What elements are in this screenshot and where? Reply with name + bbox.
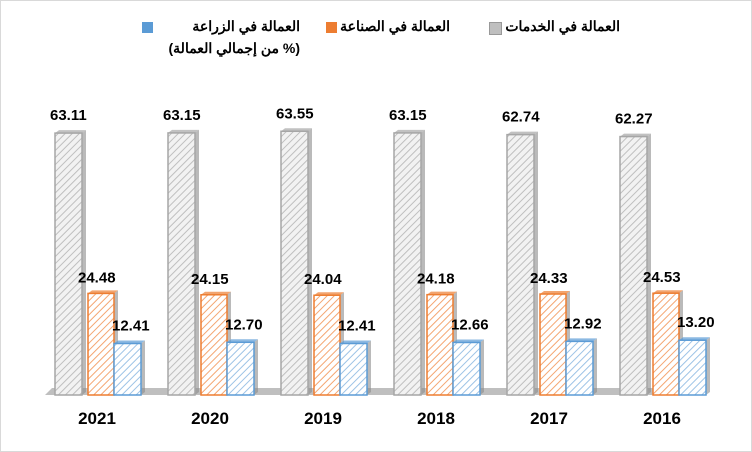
- data-label-industry-2021: 24.48: [78, 269, 116, 286]
- x-tick-label-2017: 2017: [530, 409, 568, 428]
- bar-top-agriculture-2019: [340, 340, 371, 344]
- bar-services-2019: [280, 130, 309, 396]
- legend-agriculture: العمالة في الزراعة: [192, 18, 300, 35]
- bar-side-agriculture-2017: [593, 338, 597, 395]
- bar-side-services-2017: [534, 131, 538, 395]
- bar-side-services-2018: [421, 129, 425, 396]
- data-label-services-2021: 63.11: [50, 107, 87, 124]
- legend-agriculture-swatch: [142, 22, 153, 33]
- legend-services-swatch: [489, 22, 502, 35]
- bar-side-services-2019: [308, 128, 312, 395]
- x-tick-label-2019: 2019: [304, 409, 342, 428]
- data-label-agriculture-2020: 12.70: [225, 316, 263, 333]
- legend-note-label: (% من إجمالي العمالة): [168, 40, 300, 56]
- x-tick-label-2016: 2016: [643, 409, 681, 428]
- bar-agriculture-2016: [678, 339, 707, 396]
- data-label-agriculture-2019: 12.41: [338, 317, 376, 334]
- data-label-industry-2018: 24.18: [417, 271, 455, 288]
- bar-agriculture-2021: [113, 342, 142, 396]
- bar-side-services-2020: [195, 129, 199, 396]
- data-label-services-2018: 63.15: [389, 107, 427, 124]
- bar-side-agriculture-2019: [367, 340, 371, 395]
- data-label-services-2016: 62.27: [615, 111, 653, 128]
- bar-top-services-2017: [507, 131, 538, 135]
- x-tick-label-2018: 2018: [417, 409, 455, 428]
- legend-services: العمالة في الخدمات: [505, 18, 620, 35]
- data-label-services-2020: 63.15: [163, 107, 201, 124]
- data-label-industry-2016: 24.53: [643, 269, 681, 286]
- legend-industry: العمالة في الصناعة: [340, 18, 450, 35]
- bar-industry-2018: [426, 293, 454, 396]
- bar-side-agriculture-2021: [141, 340, 145, 395]
- data-label-industry-2020: 24.15: [191, 271, 229, 288]
- bar-services-2017: [506, 133, 535, 396]
- data-label-services-2017: 62.74: [502, 109, 540, 126]
- bar-agriculture-2017: [565, 340, 594, 396]
- bar-services-2016: [619, 135, 648, 396]
- bar-industry-2019: [313, 294, 341, 396]
- data-label-agriculture-2021: 12.41: [112, 317, 150, 334]
- bar-agriculture-2018: [452, 341, 481, 396]
- legend-industry-label: العمالة في الصناعة: [340, 18, 450, 34]
- data-label-agriculture-2017: 12.92: [564, 315, 602, 332]
- data-label-industry-2019: 24.04: [304, 271, 342, 288]
- bar-industry-2017: [539, 293, 567, 396]
- bar-side-agriculture-2018: [480, 339, 484, 395]
- bar-top-agriculture-2021: [114, 340, 145, 344]
- bar-agriculture-2020: [226, 341, 255, 396]
- data-label-industry-2017: 24.33: [530, 270, 568, 287]
- bar-side-services-2021: [82, 130, 86, 395]
- bar-top-agriculture-2020: [227, 339, 258, 343]
- bar-agriculture-2019: [339, 342, 368, 396]
- legend-agriculture-label: العمالة في الزراعة: [192, 18, 300, 34]
- data-label-agriculture-2016: 13.20: [677, 314, 715, 331]
- bar-services-2018: [393, 132, 422, 396]
- legend-services-label: العمالة في الخدمات: [505, 18, 620, 34]
- x-tick-label-2021: 2021: [78, 409, 116, 428]
- bar-industry-2021: [87, 292, 115, 396]
- bar-side-agriculture-2016: [706, 337, 710, 395]
- bar-side-services-2016: [647, 133, 651, 395]
- bar-services-2020: [167, 132, 196, 396]
- data-label-agriculture-2018: 12.66: [451, 316, 489, 333]
- bar-industry-2020: [200, 294, 228, 396]
- data-label-services-2019: 63.55: [276, 105, 314, 122]
- bar-side-agriculture-2020: [254, 339, 258, 395]
- x-tick-label-2020: 2020: [191, 409, 229, 428]
- legend-note: (% من إجمالي العمالة): [169, 40, 300, 57]
- legend-industry-swatch: [326, 22, 337, 33]
- bar-services-2021: [54, 132, 83, 396]
- bar-industry-2016: [652, 292, 680, 396]
